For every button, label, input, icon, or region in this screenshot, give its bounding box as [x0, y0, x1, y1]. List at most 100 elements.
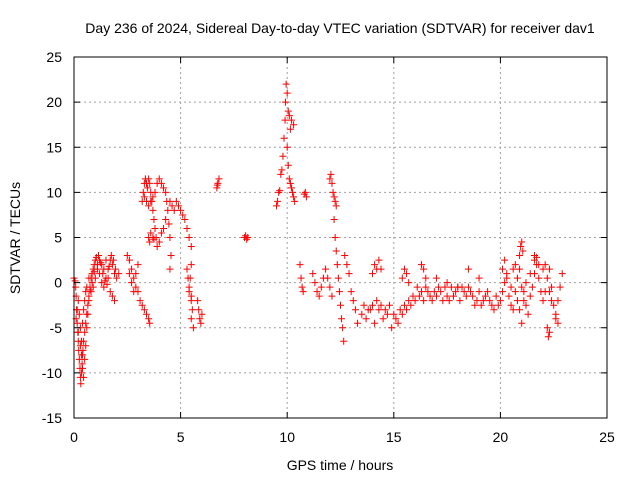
data-point — [139, 188, 147, 196]
y-tick-label: 15 — [46, 139, 62, 155]
data-point — [454, 283, 462, 291]
data-point — [400, 301, 408, 309]
data-point — [188, 306, 196, 314]
data-point — [112, 265, 120, 273]
data-point — [522, 301, 530, 309]
data-point — [74, 328, 82, 336]
data-point — [499, 288, 507, 296]
data-point — [296, 261, 304, 269]
data-point — [503, 274, 511, 282]
data-point — [411, 297, 419, 305]
data-point — [388, 324, 396, 332]
data-point — [136, 297, 144, 305]
data-point — [441, 283, 449, 291]
data-point — [285, 112, 293, 120]
y-tick-label: 10 — [46, 184, 62, 200]
data-point — [103, 280, 111, 288]
data-point — [146, 179, 154, 187]
y-tick-label: -5 — [50, 320, 63, 336]
data-point — [488, 301, 496, 309]
data-point — [194, 297, 202, 305]
data-point — [162, 215, 170, 223]
y-tick-label: 0 — [54, 275, 62, 291]
data-point — [516, 252, 524, 260]
data-point — [492, 292, 500, 300]
data-point — [214, 179, 222, 187]
data-point — [469, 292, 477, 300]
data-point — [153, 243, 161, 251]
x-tick-label: 0 — [70, 429, 78, 445]
data-point — [315, 292, 323, 300]
data-point — [481, 292, 489, 300]
data-point — [505, 292, 513, 300]
data-point — [301, 188, 309, 196]
data-point — [518, 283, 526, 291]
data-point — [100, 265, 108, 273]
data-point — [109, 256, 117, 264]
data-point — [518, 238, 526, 246]
data-point — [526, 270, 534, 278]
data-point — [142, 310, 150, 318]
data-point — [74, 297, 82, 305]
data-point — [155, 238, 163, 246]
data-point — [132, 270, 140, 278]
data-point — [539, 297, 547, 305]
data-point — [516, 265, 524, 273]
y-tick-label: 5 — [54, 230, 62, 246]
data-point — [452, 288, 460, 296]
data-point — [302, 193, 310, 201]
data-point — [150, 215, 158, 223]
data-point — [184, 274, 192, 282]
data-point — [145, 175, 153, 183]
data-point — [167, 252, 175, 260]
data-point — [332, 247, 340, 255]
data-point — [490, 306, 498, 314]
data-point — [283, 89, 291, 97]
data-point — [383, 310, 391, 318]
data-point — [128, 279, 136, 287]
data-point — [144, 184, 152, 192]
data-point — [309, 270, 317, 278]
data-point — [338, 315, 346, 323]
data-point — [106, 288, 114, 296]
data-point — [331, 197, 339, 205]
data-point — [95, 252, 103, 260]
data-point — [422, 274, 430, 282]
data-point — [157, 229, 165, 237]
data-point — [375, 306, 383, 314]
data-point — [287, 116, 295, 124]
data-point — [351, 306, 359, 314]
data-point — [462, 292, 470, 300]
data-point — [432, 292, 440, 300]
data-point — [329, 188, 337, 196]
data-point — [140, 306, 148, 314]
data-point — [398, 310, 406, 318]
data-point — [285, 175, 293, 183]
data-point — [102, 256, 110, 264]
data-point — [80, 373, 88, 381]
data-point — [409, 292, 417, 300]
data-point — [98, 261, 106, 269]
data-point — [386, 301, 394, 309]
data-point — [82, 342, 90, 350]
data-point — [548, 283, 556, 291]
data-point — [552, 310, 560, 318]
data-point — [140, 193, 148, 201]
data-point — [403, 270, 411, 278]
data-point — [157, 179, 165, 187]
data-point — [85, 274, 93, 282]
data-point — [151, 188, 159, 196]
data-point — [170, 206, 178, 214]
x-axis-label: GPS time / hours — [287, 457, 394, 473]
data-point — [528, 283, 536, 291]
data-point — [443, 279, 451, 287]
data-point — [330, 215, 338, 223]
data-point — [326, 175, 334, 183]
data-point — [123, 252, 131, 260]
data-point — [494, 301, 502, 309]
data-point — [475, 274, 483, 282]
data-point — [145, 315, 153, 323]
data-point — [484, 288, 492, 296]
data-point — [548, 297, 556, 305]
